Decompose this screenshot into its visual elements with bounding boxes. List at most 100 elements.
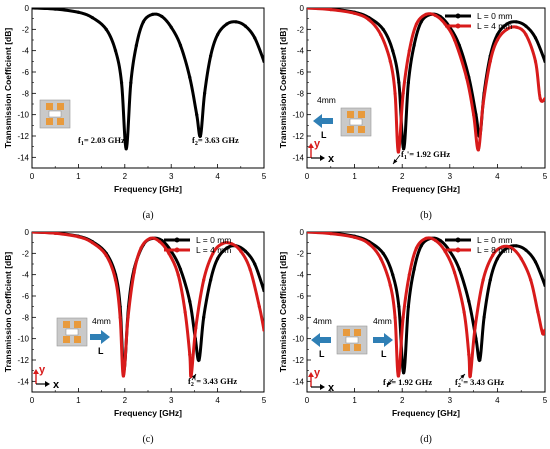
y-arrowhead <box>308 372 314 377</box>
y-tick-label: -14 <box>17 153 29 162</box>
legend-marker <box>455 13 461 19</box>
x-tick-label: 3 <box>169 396 174 405</box>
chip-icon <box>39 99 71 129</box>
annotation-4mm: 4mm <box>317 95 336 105</box>
data-point <box>248 267 252 271</box>
chip-pad <box>347 111 354 118</box>
y-tick-label: -8 <box>22 313 30 322</box>
series-group <box>32 232 264 379</box>
chip-core <box>345 336 359 344</box>
data-point <box>500 245 504 249</box>
annotation-arrow-2-head <box>460 374 465 379</box>
data-point <box>543 283 545 287</box>
data-point <box>76 235 80 239</box>
data-point <box>367 18 371 22</box>
data-point <box>32 232 34 234</box>
data-point <box>209 278 213 282</box>
x-tick-label: 4 <box>215 396 220 405</box>
legend-marker <box>455 237 461 243</box>
data-point <box>151 12 155 16</box>
x-tick-label: 0 <box>30 396 35 405</box>
data-point <box>353 235 357 239</box>
data-point <box>53 232 57 235</box>
data-point <box>538 97 542 101</box>
annotation-4mm-left: 4mm <box>313 316 332 326</box>
chip-pad <box>354 329 361 336</box>
chip-body <box>340 107 372 137</box>
data-point <box>393 315 397 319</box>
data-point <box>262 59 264 63</box>
data-point <box>406 305 410 309</box>
data-point <box>379 33 383 37</box>
data-point <box>121 374 126 378</box>
data-point <box>76 10 80 14</box>
x-axis-label: Frequency [GHz] <box>392 184 460 194</box>
data-point <box>462 310 466 314</box>
data-point <box>491 253 495 258</box>
y-tick-label: -2 <box>22 25 30 34</box>
data-point <box>457 267 461 271</box>
chip-pad <box>63 336 70 343</box>
annotation-4mm-right: 4mm <box>373 316 392 326</box>
x-axis-letter: x <box>53 379 60 391</box>
y-tick-label: -12 <box>292 356 304 365</box>
y-tick-label: -2 <box>297 249 305 258</box>
panel-label: (b) <box>420 210 432 221</box>
chip-icon <box>56 317 88 347</box>
x-arrowhead <box>320 155 325 161</box>
chip-pad <box>347 126 354 133</box>
y-tick-label: -4 <box>297 271 305 280</box>
x-tick-label: 4 <box>495 172 500 181</box>
annotation-L: L <box>98 346 104 356</box>
x-tick-label: 3 <box>169 172 174 181</box>
data-point <box>412 43 416 47</box>
data-point <box>202 278 206 282</box>
chip-core <box>65 328 79 336</box>
data-point <box>541 331 545 335</box>
data-point <box>257 305 261 309</box>
data-point <box>104 253 108 258</box>
chip-pad <box>57 103 64 110</box>
legend-label: L = 0 mm <box>477 235 512 245</box>
legend: L = 0 mmL = 4 mm <box>164 235 231 255</box>
data-point <box>391 273 395 277</box>
y-tick-label: -10 <box>292 111 304 120</box>
data-point <box>197 358 201 362</box>
x-tick-label: 2 <box>123 396 128 405</box>
x-tick-label: 0 <box>305 172 310 181</box>
y-tick-label: -6 <box>297 68 305 77</box>
data-point <box>367 242 371 246</box>
data-point <box>216 257 220 261</box>
data-point <box>488 278 492 282</box>
data-point <box>481 102 485 106</box>
data-point <box>514 20 519 24</box>
legend-label: L = 0 mm <box>196 235 231 245</box>
chip-icon <box>340 107 372 137</box>
y-axis-letter: y <box>39 364 46 376</box>
y-tick-label: 0 <box>300 228 305 237</box>
chip-core <box>48 110 62 118</box>
y-axis-label: Transmission Coefficient [dB] <box>278 252 288 373</box>
data-point <box>533 36 538 40</box>
y-arrowhead <box>308 143 314 148</box>
y-tick-label: 0 <box>25 228 30 237</box>
x-tick-label: 5 <box>543 396 548 405</box>
y-tick-label: -10 <box>17 335 29 344</box>
data-point <box>543 328 545 332</box>
y-tick-label: -8 <box>22 89 30 98</box>
chip-pad <box>46 103 53 110</box>
data-point <box>468 374 472 378</box>
data-point <box>401 315 405 319</box>
data-point <box>481 278 485 282</box>
data-point <box>424 236 428 240</box>
data-point <box>407 49 411 53</box>
data-point <box>139 246 143 250</box>
data-point <box>381 27 385 31</box>
legend-marker <box>174 247 180 253</box>
annotation-L-left: L <box>319 349 325 359</box>
data-point <box>195 113 199 117</box>
y-axis-label: Transmission Coefficient [dB] <box>3 252 13 373</box>
data-point <box>514 244 519 248</box>
data-point <box>32 8 34 10</box>
panel-label: (d) <box>420 434 432 445</box>
